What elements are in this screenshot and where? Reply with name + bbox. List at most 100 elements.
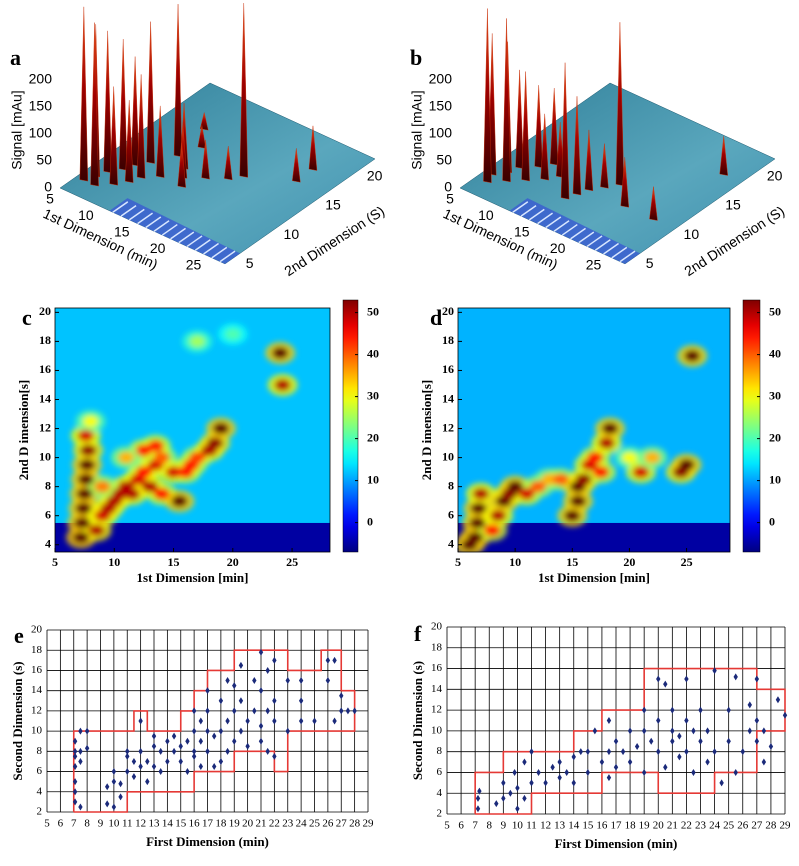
x-tick-label: 27 (751, 820, 763, 832)
point (178, 757, 183, 765)
spot (77, 473, 94, 486)
peak (118, 39, 128, 171)
y-tick-label: 6 (37, 765, 43, 777)
spot (621, 451, 638, 464)
x-tick-label: 7 (71, 818, 77, 830)
z-tick-label: 150 (29, 98, 53, 114)
point (571, 753, 576, 761)
point (585, 748, 591, 756)
point (171, 747, 177, 755)
y-tick-label: 20 (442, 304, 454, 318)
point (145, 778, 150, 786)
spot (189, 335, 206, 348)
x-tick-label: 5 (52, 555, 58, 569)
x-tick-label: 21 (256, 818, 267, 830)
point (205, 747, 210, 755)
point (211, 763, 217, 770)
point (754, 717, 760, 724)
point (332, 717, 337, 725)
x-tick-label: 10 (108, 818, 120, 830)
point (178, 742, 183, 750)
x-tick-label: 10 (108, 555, 120, 569)
point (218, 697, 224, 705)
point (477, 787, 482, 795)
y-tick-label: 2 (437, 808, 443, 820)
spot (570, 495, 586, 508)
x-tick-label: 14 (568, 820, 580, 832)
spot (212, 422, 229, 435)
spot (189, 451, 206, 464)
point (245, 717, 250, 725)
point (719, 779, 724, 787)
point (775, 696, 781, 704)
surface-ridge (512, 201, 529, 213)
point (733, 768, 738, 776)
peak (620, 157, 630, 208)
y-tick-label: 8 (437, 745, 443, 757)
y-tick-label: 14 (31, 684, 43, 696)
x-tick-label: 17 (202, 818, 214, 830)
point (198, 737, 204, 745)
point (606, 748, 612, 756)
point (118, 780, 123, 788)
point (677, 732, 682, 740)
point (508, 789, 513, 797)
y-tick-label: 14 (442, 391, 454, 405)
point (118, 793, 123, 801)
surface-ridge (128, 208, 145, 221)
point (754, 675, 760, 683)
y-tick-label: 10 (31, 725, 43, 737)
x-tick-label: 8 (487, 820, 493, 832)
point (312, 717, 317, 725)
spot (77, 429, 94, 442)
point (684, 748, 689, 756)
colorbar (342, 299, 359, 553)
peak (540, 113, 549, 181)
surface-front (109, 198, 240, 264)
spot (171, 495, 188, 508)
y-tick-label: 18 (442, 333, 454, 347)
x-tick-label: 18 (625, 820, 637, 832)
point (72, 752, 78, 760)
z-tick-label: 200 (29, 71, 53, 87)
spot (76, 487, 93, 500)
y-tick-label: 8 (37, 745, 43, 757)
point (529, 748, 534, 756)
point (272, 752, 277, 760)
point (258, 687, 264, 695)
y-tick-label: 14 (39, 391, 51, 405)
point (245, 742, 250, 750)
spot (564, 509, 581, 522)
x-tick-label: 6 (458, 820, 464, 832)
spot (141, 480, 158, 493)
x-tick-label: 26 (322, 818, 334, 830)
spot (541, 473, 558, 486)
y-tick-label: 20 (367, 167, 383, 183)
point (72, 747, 78, 755)
spot (552, 473, 569, 486)
y-tick-label: 16 (31, 664, 43, 676)
x-tick-label: 17 (611, 820, 623, 832)
panel-label: a (10, 45, 21, 70)
x-tick-label: 12 (135, 818, 146, 830)
point (352, 707, 357, 715)
x-tick-label: 28 (765, 820, 777, 832)
y-tick-label: 6 (45, 507, 51, 521)
y-tick-label: 5 (246, 255, 254, 271)
point (536, 768, 541, 776)
point (733, 673, 738, 681)
spot (135, 444, 152, 457)
y-tick-label: 4 (37, 785, 43, 797)
region-outline (474, 667, 786, 815)
y-tick-label: 12 (31, 704, 42, 716)
point (232, 682, 237, 690)
spot (507, 480, 524, 493)
point (258, 648, 264, 656)
plot-frame (457, 307, 731, 553)
point (138, 717, 143, 725)
point (265, 747, 270, 755)
x-tick-label: 10 (509, 555, 521, 569)
x-tick-label: 11 (526, 820, 537, 832)
y-tick-label: 10 (442, 449, 454, 463)
point (726, 737, 731, 745)
